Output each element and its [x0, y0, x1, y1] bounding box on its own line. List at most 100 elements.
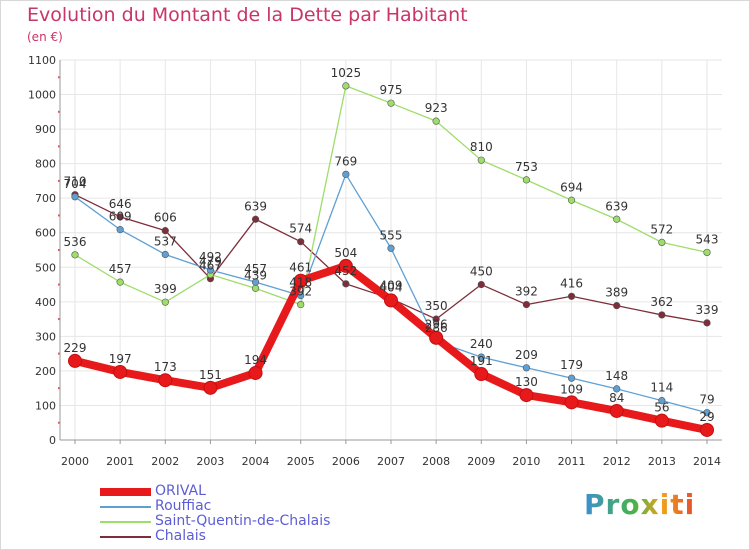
y-tick-label: 400 [35, 296, 56, 309]
y-tick-label: 1100 [28, 54, 56, 67]
x-tick-label: 2005 [287, 455, 315, 468]
x-tick-label: 2008 [422, 455, 450, 468]
data-label: 350 [425, 299, 448, 313]
data-point [116, 226, 124, 234]
data-point [613, 215, 621, 223]
legend-swatch-saint-quentin [100, 521, 151, 523]
legend-label-rouffiac: Rouffiac [155, 498, 212, 514]
y-tick-label: 700 [35, 192, 56, 205]
data-point [567, 196, 576, 204]
data-point [68, 353, 82, 368]
y-tick-label: 1000 [28, 89, 56, 102]
data-label: 504 [334, 246, 357, 260]
legend-item-saint-quentin: Saint-Quentin-de-Chalais [100, 513, 400, 529]
data-point [158, 373, 173, 388]
y-tick-label: 300 [35, 330, 56, 343]
data-point [384, 293, 398, 308]
data-label: 457 [109, 262, 132, 276]
x-tick-label: 2010 [512, 455, 540, 468]
y-tick-label: 100 [35, 399, 56, 412]
data-label: 399 [154, 282, 177, 296]
data-label: 572 [650, 222, 673, 236]
legend-label-saint-quentin: Saint-Quentin-de-Chalais [155, 513, 331, 529]
y-tick-label: 0 [49, 434, 56, 447]
x-tick-label: 2001 [106, 455, 134, 468]
data-point [703, 248, 711, 257]
data-point [251, 215, 260, 223]
data-point [161, 298, 169, 306]
data-label: 492 [199, 250, 222, 264]
axes: 0 100 200 300 400 500 600 700 800 900 1000 1100 2000… [28, 54, 722, 468]
data-label: 450 [470, 265, 493, 279]
data-point [432, 117, 440, 125]
data-point [519, 388, 534, 403]
data-point [658, 311, 666, 319]
data-point [297, 238, 305, 246]
data-label: 194 [244, 353, 267, 367]
data-label: 197 [109, 352, 132, 366]
data-point [477, 353, 485, 361]
data-point [203, 380, 218, 395]
data-label: 286 [425, 321, 448, 335]
data-label: 179 [560, 358, 583, 372]
data-label: 29 [699, 410, 714, 424]
data-label: 639 [605, 199, 628, 213]
series-layer [68, 82, 714, 437]
legend-swatch-rouffiac [100, 506, 151, 508]
data-label: 606 [154, 211, 177, 225]
data-label: 114 [650, 381, 673, 395]
data-point [387, 244, 395, 252]
data-label: 296 [425, 318, 448, 332]
data-point [251, 278, 260, 286]
x-tick-label: 2012 [603, 455, 631, 468]
data-label: 392 [515, 285, 538, 299]
data-label: 555 [380, 228, 403, 242]
data-point [522, 300, 531, 309]
data-point [522, 176, 531, 184]
data-point [474, 367, 489, 382]
data-point [116, 213, 124, 221]
data-point [116, 278, 124, 286]
y-tick-label: 900 [35, 123, 56, 136]
data-label: 536 [64, 235, 87, 249]
proxiti-logo: Proxiti [584, 488, 696, 521]
legend-label-orival: ORIVAL [155, 483, 206, 499]
data-label: 710 [64, 175, 87, 189]
data-label: 537 [154, 234, 177, 248]
x-tick-label: 2003 [196, 455, 224, 468]
data-point [700, 422, 714, 437]
x-tick-label: 2009 [467, 455, 495, 468]
data-label: 84 [609, 391, 624, 405]
data-point [161, 250, 169, 259]
data-label: 56 [654, 401, 669, 415]
data-label: 209 [515, 348, 538, 362]
data-point [338, 258, 353, 273]
data-label: 392 [289, 285, 312, 299]
data-point [342, 280, 350, 288]
x-tick-label: 2004 [242, 455, 270, 468]
data-label: 389 [605, 286, 628, 300]
data-point [477, 280, 485, 289]
data-label: 130 [515, 375, 538, 389]
y-tick-label: 800 [35, 158, 56, 171]
data-label: 418 [289, 276, 312, 290]
y-tick-label: 500 [35, 261, 56, 274]
data-label: 975 [380, 83, 403, 97]
data-label: 452 [334, 264, 357, 278]
y-tick-label: 200 [35, 365, 56, 378]
data-point [703, 319, 711, 327]
data-point [387, 99, 395, 107]
data-label: 646 [109, 197, 132, 211]
x-tick-label: 2000 [61, 455, 89, 468]
data-point [342, 170, 350, 178]
data-label: 574 [289, 222, 312, 236]
data-label: 404 [380, 280, 403, 294]
data-labels: 229 197 173 151 194 461 504 404 296 191 130 109 84 56… [64, 66, 719, 424]
data-point [432, 315, 440, 323]
legend-item-chalais: Chalais [100, 528, 400, 544]
data-label: 769 [334, 154, 357, 168]
data-label: 461 [289, 261, 312, 275]
legend: ORIVAL Rouffiac Saint-Quentin-de-Chalais… [100, 483, 400, 544]
legend-item-orival: ORIVAL [100, 483, 400, 499]
